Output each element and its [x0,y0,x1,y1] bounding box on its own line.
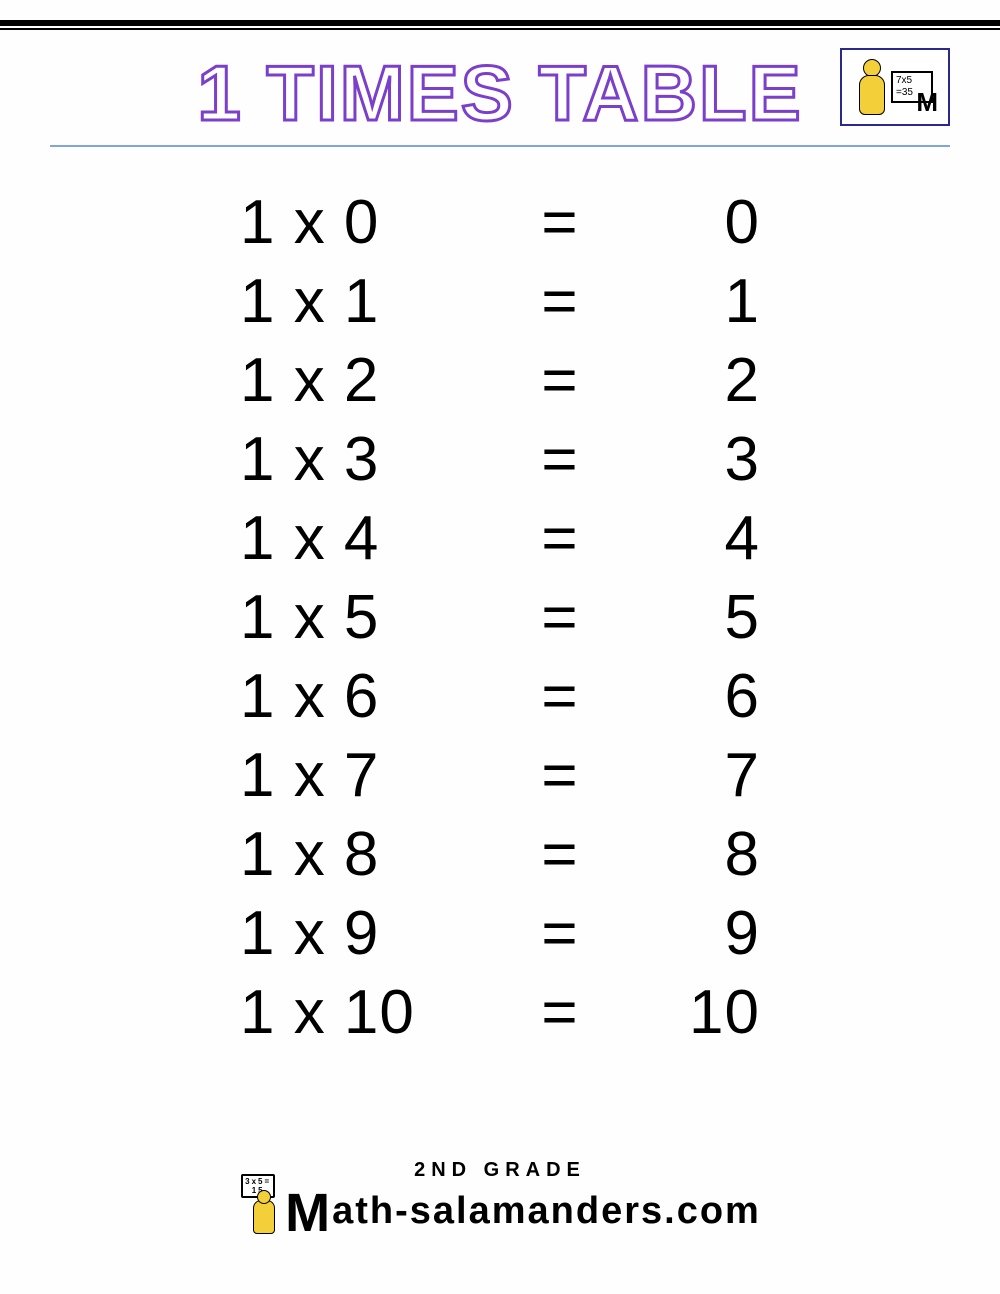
footer-grade: 2ND GRADE [0,1159,1000,1182]
table-row: 1 x 4=4 [240,503,760,574]
header-separator [50,145,950,147]
equals-sign: = [500,661,620,732]
equation-result: 1 [620,266,760,337]
equation-result: 8 [620,819,760,890]
footer-char-board-l1: 3x5= [245,1177,271,1186]
top-border-thick [0,20,1000,26]
equation-result: 0 [620,187,760,258]
equals-sign: = [500,424,620,495]
equals-sign: = [500,740,620,811]
equation-result: 10 [620,977,760,1048]
equation-left: 1 x 10 [240,977,500,1048]
salamander-icon [857,59,885,115]
equals-sign: = [500,819,620,890]
equation-result: 3 [620,424,760,495]
table-row: 1 x 3=3 [240,424,760,495]
equation-left: 1 x 7 [240,740,500,811]
equals-sign: = [500,187,620,258]
equation-left: 1 x 3 [240,424,500,495]
footer: 2ND GRADE 3x5= 15 Math-salamanders.com [0,1159,1000,1244]
top-border [0,0,1000,30]
equation-left: 1 x 8 [240,819,500,890]
equation-left: 1 x 0 [240,187,500,258]
equation-left: 1 x 9 [240,898,500,969]
equation-result: 9 [620,898,760,969]
equals-sign: = [500,977,620,1048]
equals-sign: = [500,898,620,969]
equation-left: 1 x 1 [240,266,500,337]
table-row: 1 x 9=9 [240,898,760,969]
table-row: 1 x 6=6 [240,661,760,732]
table-row: 1 x 10=10 [240,977,760,1048]
equation-result: 4 [620,503,760,574]
table-row: 1 x 5=5 [240,582,760,653]
table-row: 1 x 2=2 [240,345,760,416]
equation-left: 1 x 2 [240,345,500,416]
footer-brand-m: M [285,1182,332,1244]
header: 1 TIMES TABLE 7x5 =35 M [0,48,1000,139]
equation-result: 2 [620,345,760,416]
equals-sign: = [500,266,620,337]
equals-sign: = [500,503,620,574]
equals-sign: = [500,345,620,416]
times-table: 1 x 0=01 x 1=11 x 2=21 x 3=31 x 4=41 x 5… [0,187,1000,1048]
table-row: 1 x 7=7 [240,740,760,811]
equation-result: 7 [620,740,760,811]
top-border-thin [0,28,1000,30]
table-row: 1 x 1=1 [240,266,760,337]
equation-left: 1 x 4 [240,503,500,574]
logo-board-line1: 7x5 [896,75,928,87]
equation-left: 1 x 6 [240,661,500,732]
footer-salamander-icon: 3x5= 15 [239,1188,289,1238]
equation-left: 1 x 5 [240,582,500,653]
equation-result: 6 [620,661,760,732]
logo: 7x5 =35 M [840,48,950,126]
logo-letter: M [916,87,938,118]
footer-brand: 3x5= 15 Math-salamanders.com [239,1182,761,1244]
page-title: 1 TIMES TABLE [50,48,950,139]
equation-result: 5 [620,582,760,653]
footer-brand-text: ath-salamanders.com [332,1190,761,1232]
table-row: 1 x 0=0 [240,187,760,258]
table-row: 1 x 8=8 [240,819,760,890]
equals-sign: = [500,582,620,653]
